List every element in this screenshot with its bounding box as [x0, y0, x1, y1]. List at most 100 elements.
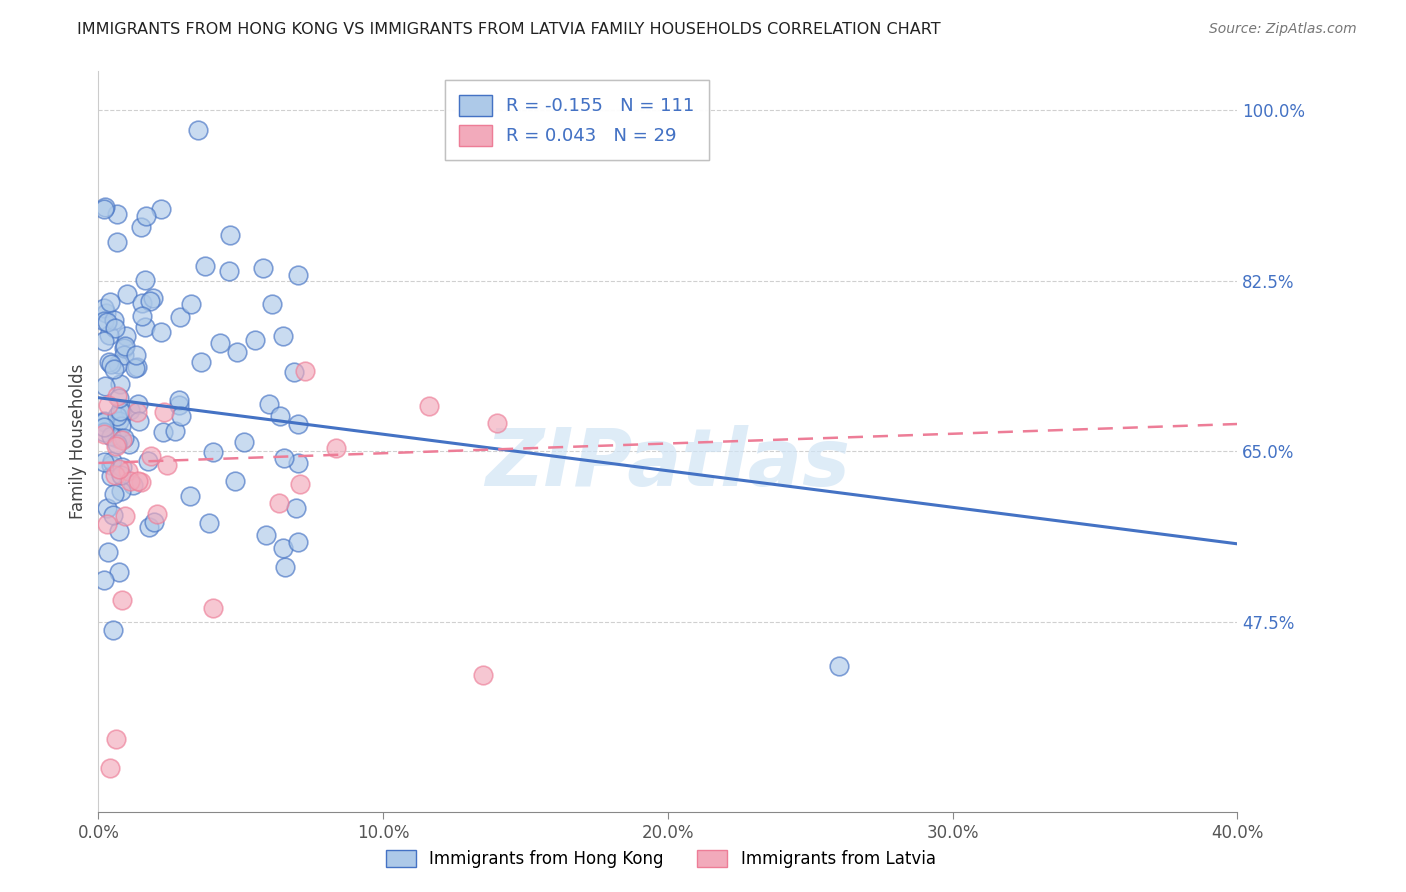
Point — [135, 209, 157, 223]
Point — [139, 294, 162, 309]
Point — [93, 201, 115, 215]
Point — [96, 306, 118, 320]
Point — [290, 477, 312, 491]
Point — [179, 489, 201, 503]
Point — [101, 624, 124, 638]
Point — [169, 409, 191, 424]
Point — [134, 272, 156, 286]
Point — [108, 376, 131, 391]
Point — [107, 462, 129, 476]
Point — [101, 454, 124, 468]
Point — [269, 409, 291, 424]
Point — [114, 339, 136, 353]
Point — [107, 436, 129, 450]
Point — [100, 357, 122, 371]
Point — [219, 227, 242, 242]
Point — [112, 430, 135, 444]
Point — [165, 425, 187, 439]
Point — [152, 425, 174, 439]
Point — [284, 501, 307, 516]
Point — [111, 593, 134, 607]
Point — [110, 483, 132, 498]
Point — [150, 202, 173, 217]
Point — [273, 450, 295, 465]
Point — [93, 455, 115, 469]
Point — [274, 560, 297, 574]
Text: IMMIGRANTS FROM HONG KONG VS IMMIGRANTS FROM LATVIA FAMILY HOUSEHOLDS CORRELATIO: IMMIGRANTS FROM HONG KONG VS IMMIGRANTS … — [77, 22, 941, 37]
Point — [98, 294, 121, 309]
Point — [418, 400, 440, 414]
Point — [108, 524, 131, 538]
Point — [103, 508, 125, 522]
Point — [142, 292, 165, 306]
Point — [98, 761, 121, 775]
Point — [152, 405, 174, 419]
Point — [118, 437, 141, 451]
Point — [156, 458, 179, 472]
Point — [117, 287, 139, 301]
Point — [96, 501, 118, 516]
Point — [111, 405, 134, 419]
Point — [105, 431, 128, 445]
Point — [269, 496, 291, 510]
Point — [190, 354, 212, 368]
Point — [198, 516, 221, 530]
Point — [105, 439, 128, 453]
Point — [93, 420, 115, 434]
Point — [139, 449, 162, 463]
Point — [252, 261, 274, 276]
Point — [93, 301, 115, 315]
Point — [96, 517, 118, 532]
Point — [131, 296, 153, 310]
Point — [134, 319, 156, 334]
Point — [283, 365, 305, 379]
Point — [93, 425, 115, 439]
Point — [105, 409, 128, 423]
Point — [114, 508, 136, 523]
Point — [143, 516, 166, 530]
Point — [107, 565, 129, 579]
Point — [125, 348, 148, 362]
Point — [108, 414, 131, 428]
Point — [104, 321, 127, 335]
Point — [486, 416, 509, 430]
Point — [112, 342, 135, 356]
Point — [287, 534, 309, 549]
Point — [93, 313, 115, 327]
Point — [169, 392, 191, 407]
Point — [138, 453, 160, 467]
Point — [209, 336, 232, 351]
Point — [243, 333, 266, 347]
Text: Source: ZipAtlas.com: Source: ZipAtlas.com — [1209, 22, 1357, 37]
Point — [129, 219, 152, 234]
Point — [117, 465, 139, 479]
Legend: R = -0.155   N = 111, R = 0.043   N = 29: R = -0.155 N = 111, R = 0.043 N = 29 — [444, 80, 709, 160]
Point — [149, 325, 172, 339]
Point — [218, 264, 240, 278]
Point — [98, 355, 121, 369]
Point — [103, 487, 125, 501]
Text: ZIPatlas: ZIPatlas — [485, 425, 851, 503]
Point — [180, 297, 202, 311]
Point — [121, 478, 143, 492]
Point — [98, 328, 121, 343]
Point — [828, 658, 851, 673]
Point — [105, 235, 128, 249]
Point — [93, 574, 115, 588]
Point — [93, 426, 115, 441]
Point — [111, 459, 134, 474]
Point — [105, 389, 128, 403]
Point — [169, 398, 191, 412]
Point — [127, 474, 149, 488]
Legend: Immigrants from Hong Kong, Immigrants from Latvia: Immigrants from Hong Kong, Immigrants fr… — [380, 843, 942, 875]
Point — [108, 404, 131, 418]
Point — [104, 731, 127, 746]
Point — [233, 435, 256, 450]
Point — [131, 310, 153, 324]
Point — [226, 344, 249, 359]
Point — [103, 362, 125, 376]
Point — [294, 363, 316, 377]
Point — [129, 475, 152, 490]
Point — [194, 259, 217, 273]
Point — [169, 310, 191, 324]
